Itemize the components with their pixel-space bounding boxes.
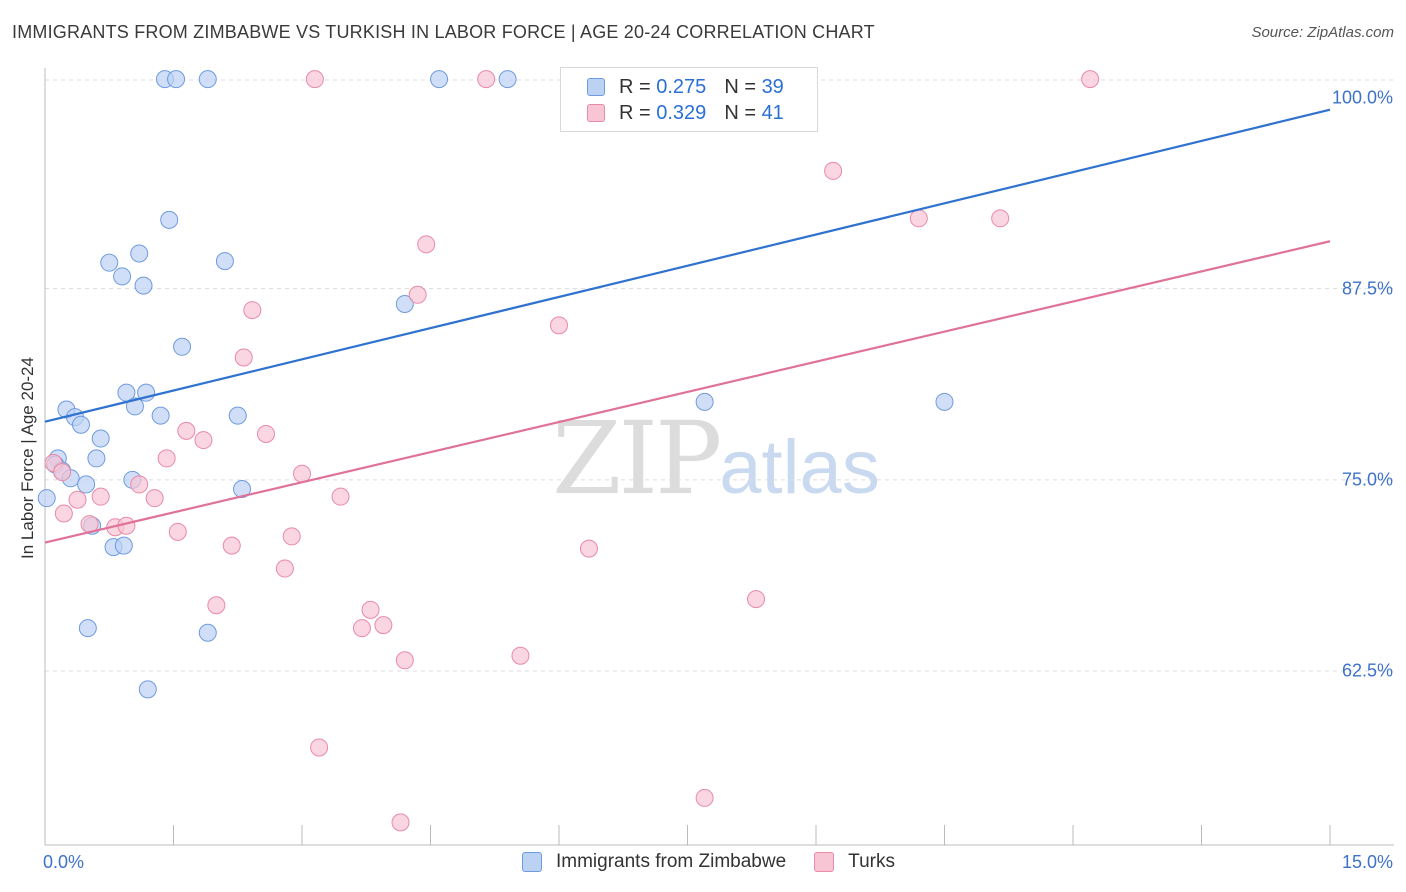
turks-point <box>222 536 241 555</box>
y-tick-label: 75.0% <box>1341 469 1393 490</box>
zimbabwe-point <box>87 449 106 468</box>
turks-point <box>361 600 380 619</box>
zimbabwe-point <box>198 70 217 89</box>
zimbabwe-point <box>78 619 97 638</box>
turks-point <box>177 421 196 440</box>
legend-n-value-zimbabwe: 39 <box>761 75 784 98</box>
correlation-legend: R = 0.275 N = 39 R = 0.329 N = 41 <box>560 67 818 132</box>
zimbabwe-trend-line <box>44 108 1331 423</box>
turks-point <box>168 522 187 541</box>
zimbabwe-point <box>498 70 517 89</box>
legend-swatch-turks <box>587 104 605 122</box>
turks-point <box>391 813 410 832</box>
zimbabwe-point <box>160 210 179 229</box>
legend-n-label: N = <box>724 101 756 124</box>
legend-label-zimbabwe: Immigrants from Zimbabwe <box>556 851 787 872</box>
zimbabwe-point <box>430 70 449 89</box>
zimbabwe-point <box>695 392 714 411</box>
zimbabwe-point <box>228 406 247 425</box>
turks-point <box>352 619 371 638</box>
chart-title: IMMIGRANTS FROM ZIMBABWE VS TURKISH IN L… <box>12 22 875 42</box>
legend-item-zimbabwe[interactable]: Immigrants from Zimbabwe <box>522 851 786 873</box>
turks-point <box>477 70 496 89</box>
zimbabwe-point <box>233 480 252 499</box>
y-tick-label: 100.0% <box>1331 87 1393 107</box>
zimbabwe-point <box>138 680 157 699</box>
legend-label-turks: Turks <box>848 851 895 872</box>
turks-point <box>331 487 350 506</box>
legend-swatch-zimbabwe <box>587 78 605 96</box>
zimbabwe-point <box>77 475 96 494</box>
turks-point <box>374 616 393 635</box>
legend-swatch-turks <box>814 852 835 872</box>
legend-r-label: R = <box>619 101 651 124</box>
zimbabwe-point <box>125 397 144 416</box>
x-tick-label-max: 15.0% <box>1341 852 1393 872</box>
x-tick-label-min: 0.0% <box>43 852 85 872</box>
turks-point <box>234 348 253 367</box>
turks-point <box>579 539 598 558</box>
turks-point <box>1081 70 1100 89</box>
turks-point <box>305 70 324 89</box>
legend-r-value-zimbabwe: 0.275 <box>656 75 707 98</box>
zimbabwe-point <box>167 70 186 89</box>
zimbabwe-point <box>113 267 132 286</box>
turks-point <box>207 596 226 615</box>
zimbabwe-point <box>134 276 153 295</box>
turks-point <box>243 301 262 320</box>
zimbabwe-point <box>198 623 217 642</box>
turks-point <box>68 490 87 509</box>
chart-source: Source: ZipAtlas.com <box>1251 24 1394 41</box>
turks-point <box>145 489 164 508</box>
turks-point <box>991 209 1010 228</box>
turks-point <box>293 464 311 483</box>
legend-item-turks[interactable]: Turks <box>814 851 895 873</box>
turks-point <box>157 449 176 468</box>
legend-n-label: N = <box>724 75 756 98</box>
zimbabwe-point <box>114 536 133 555</box>
legend-r-value-turks: 0.329 <box>656 101 707 124</box>
turks-point <box>408 285 427 304</box>
y-tick-label: 87.5% <box>1341 278 1393 299</box>
turks-trend-line <box>44 240 1331 544</box>
zimbabwe-point <box>173 337 192 356</box>
turks-point <box>417 235 436 254</box>
legend-n-value-turks: 41 <box>761 101 784 124</box>
turks-point <box>282 527 301 546</box>
turks-point <box>550 316 568 335</box>
zimbabwe-point <box>37 489 56 508</box>
turks-point <box>275 559 294 578</box>
legend-row-turks: R = 0.329 N = 41 <box>587 101 784 125</box>
turks-point <box>909 209 928 228</box>
turks-point <box>824 161 843 180</box>
zimbabwe-point <box>151 406 170 425</box>
zimbabwe-point <box>215 252 234 271</box>
zimbabwe-point <box>100 253 119 272</box>
y-tick-label: 62.5% <box>1341 660 1393 681</box>
turks-point <box>310 738 329 757</box>
zimbabwe-point <box>395 294 414 313</box>
legend-r-label: R = <box>619 75 651 98</box>
zimbabwe-point <box>91 429 110 448</box>
zimbabwe-point <box>71 415 90 434</box>
zimbabwe-point <box>935 392 954 411</box>
turks-point <box>747 590 766 609</box>
turks-point <box>695 788 714 807</box>
turks-point <box>54 504 73 523</box>
turks-point <box>91 487 110 506</box>
turks-point <box>511 646 530 665</box>
series-legend: Immigrants from Zimbabwe Turks <box>522 851 923 873</box>
legend-row-zimbabwe: R = 0.275 N = 39 <box>587 75 784 99</box>
turks-point <box>395 651 414 670</box>
zimbabwe-point <box>130 244 149 263</box>
turks-point <box>130 475 149 494</box>
turks-point <box>53 463 72 482</box>
turks-point <box>257 424 276 443</box>
legend-swatch-zimbabwe <box>522 852 542 872</box>
turks-point <box>194 431 213 450</box>
